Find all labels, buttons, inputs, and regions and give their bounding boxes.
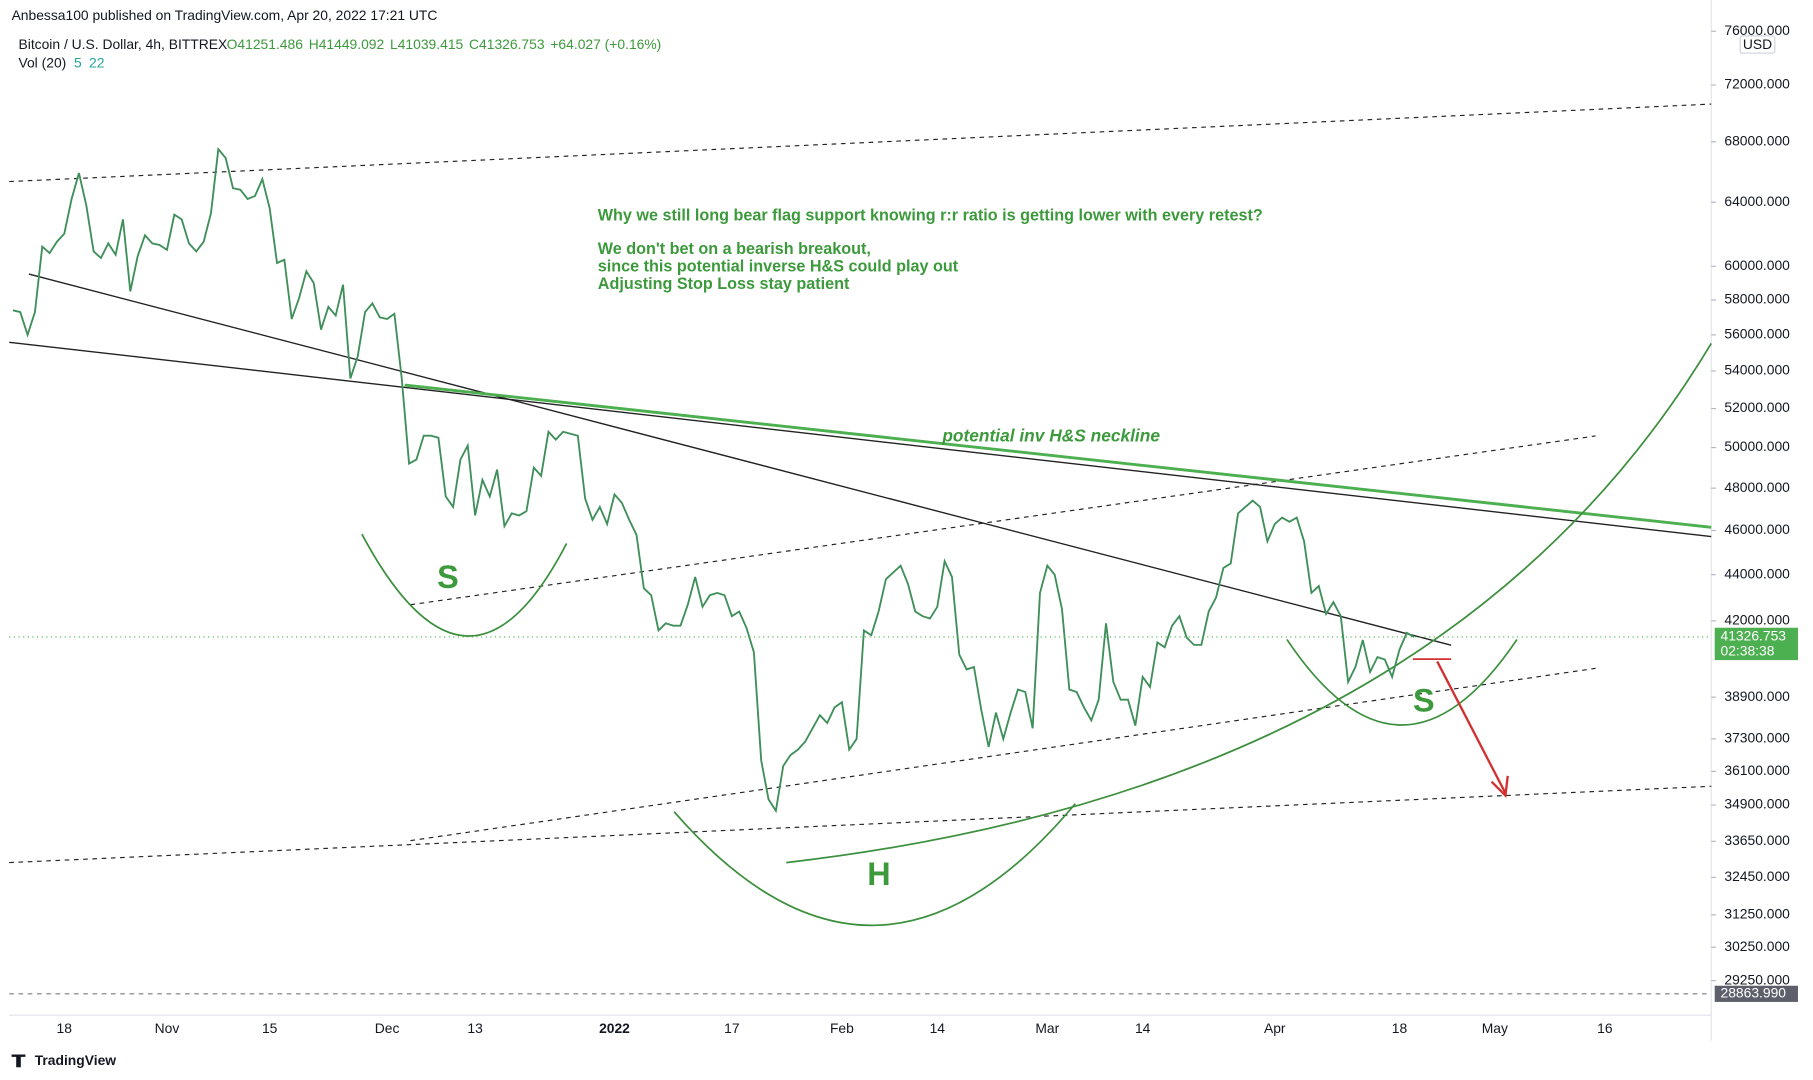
last-price-box: [1714, 627, 1798, 661]
y-tick-label: 72000.000: [1724, 76, 1790, 92]
watermark: TradingView: [35, 1052, 117, 1068]
x-tick-label: 14: [930, 1020, 946, 1036]
red-arrow: [1436, 660, 1507, 794]
y-tick-label: 36100.000: [1724, 762, 1790, 778]
ohlc-value: L41039.415: [390, 36, 464, 52]
y-tick-label: 60000.000: [1724, 257, 1790, 273]
y-tick-label: 33650.000: [1724, 832, 1790, 848]
trend-line: [28, 273, 1452, 646]
pattern-letter: H: [867, 856, 890, 892]
currency: USD: [1743, 36, 1772, 52]
ohlc-value: O41251.486: [227, 36, 304, 52]
ohlc-legend: O41251.486 H41449.092 L41039.415 C41326.753…: [227, 36, 662, 52]
drawings: [9, 103, 1712, 927]
annotation: Adjusting Stop Loss stay patient: [598, 275, 850, 293]
chart-title: Bitcoin / U.S. Dollar, 4h, BITTREX: [19, 36, 228, 52]
channel-line: [9, 103, 1712, 183]
pattern-letter: S: [1413, 683, 1435, 719]
ohlc-value: +64.027 (+0.16%): [550, 36, 661, 52]
y-tick-label: 34900.000: [1724, 796, 1790, 812]
channel-line: [9, 785, 1712, 864]
pattern-letter: S: [437, 559, 459, 595]
ohlc-value: C41326.753: [469, 36, 545, 52]
neckline: [404, 383, 1712, 529]
y-tick-label: 76000.000: [1724, 22, 1790, 38]
red-arrow-head: [1490, 775, 1509, 799]
shoulder-arc: [1286, 638, 1518, 726]
y-tick-label: 37300.000: [1724, 730, 1790, 746]
x-tick-label: Nov: [155, 1020, 180, 1036]
x-tick-label: 13: [467, 1020, 483, 1036]
shoulder-arc: [361, 533, 568, 637]
y-tick-label: 56000.000: [1724, 326, 1790, 342]
marker-price-label: 28863.990: [1721, 984, 1787, 1000]
volume-legend-value: 22: [89, 54, 105, 70]
x-tick-label: 2022: [599, 1020, 630, 1036]
x-tick-label: May: [1482, 1020, 1508, 1036]
x-tick-label: Mar: [1035, 1020, 1059, 1036]
y-tick-label: 52000.000: [1724, 399, 1790, 415]
y-tick-label: 31250.000: [1724, 906, 1790, 922]
head-arc: [673, 803, 1076, 927]
x-tick-label: Apr: [1264, 1020, 1286, 1036]
y-tick-label: 54000.000: [1724, 362, 1790, 378]
marker-price-box: [1714, 985, 1798, 1002]
volume-legend-value: 5: [74, 54, 82, 70]
y-tick-label: 42000.000: [1724, 612, 1790, 628]
x-tick-label: 17: [724, 1020, 740, 1036]
x-tick-label: 18: [57, 1020, 73, 1036]
volume-legend: Vol (20): [19, 54, 67, 70]
annotation: We don't bet on a bearish breakout,: [598, 240, 871, 258]
neckline-label: potential inv H&S neckline: [941, 426, 1160, 446]
y-tick-label: 44000.000: [1724, 565, 1790, 581]
logo: [11, 1054, 26, 1068]
y-tick-label: 50000.000: [1724, 438, 1790, 454]
annotation: Why we still long bear flag support know…: [598, 207, 1263, 225]
x-tick-label: 14: [1135, 1020, 1151, 1036]
x-tick-label: 16: [1597, 1020, 1613, 1036]
x-tick-label: 15: [262, 1020, 278, 1036]
y-tick-label: 32450.000: [1724, 868, 1790, 884]
trend-line: [9, 341, 1712, 538]
price-line: [12, 146, 1415, 814]
y-tick-label: 48000.000: [1724, 479, 1790, 495]
countdown-label: 02:38:38: [1721, 643, 1775, 659]
y-tick-label: 29250.000: [1724, 971, 1790, 987]
publish-header: Anbessa100 published on TradingView.com,…: [12, 7, 438, 23]
annotation: since this potential inverse H&S could p…: [598, 257, 959, 275]
y-tick-label: 38900.000: [1724, 688, 1790, 704]
y-tick-label: 64000.000: [1724, 193, 1790, 209]
y-tick-label: 30250.000: [1724, 938, 1790, 954]
curve: [786, 342, 1712, 864]
y-tick-label: 58000.000: [1724, 291, 1790, 307]
last-price-label: 41326.753: [1721, 628, 1787, 644]
x-tick-label: 18: [1392, 1020, 1408, 1036]
x-tick-label: Feb: [830, 1020, 854, 1036]
currency-box: [1739, 35, 1776, 54]
x-tick-label: Dec: [375, 1020, 400, 1036]
ohlc-value: H41449.092: [309, 36, 385, 52]
y-tick-label: 68000.000: [1724, 132, 1790, 148]
y-tick-label: 46000.000: [1724, 521, 1790, 537]
